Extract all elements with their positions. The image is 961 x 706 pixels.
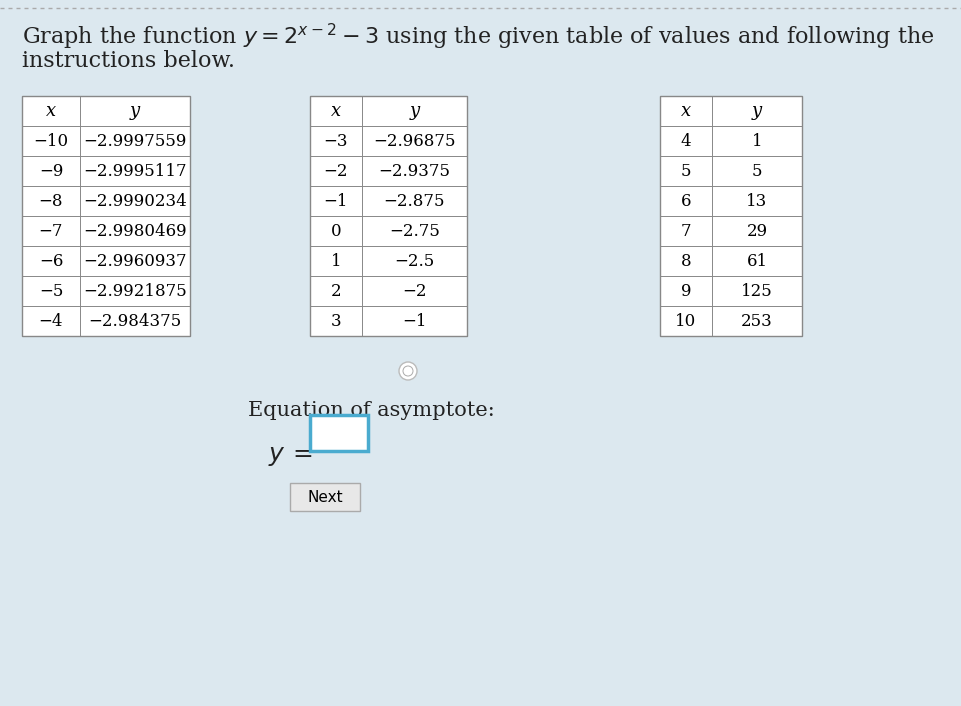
Text: 253: 253: [740, 313, 772, 330]
Text: −2.9980469: −2.9980469: [83, 222, 186, 239]
Bar: [22, 96, 190, 336]
Text: $y\,=$: $y\,=$: [268, 445, 312, 468]
Text: −2.75: −2.75: [388, 222, 439, 239]
Text: 5: 5: [680, 162, 691, 179]
Text: −3: −3: [324, 133, 348, 150]
Circle shape: [403, 366, 412, 376]
Text: −5: −5: [38, 282, 63, 299]
Text: y: y: [409, 102, 419, 120]
Text: 61: 61: [746, 253, 767, 270]
Text: 29: 29: [746, 222, 767, 239]
Text: −10: −10: [34, 133, 68, 150]
Bar: [309, 415, 368, 451]
Text: −9: −9: [38, 162, 63, 179]
Text: 1: 1: [331, 253, 341, 270]
Text: Graph the function $y = 2^{x-2} - 3$ using the given table of values and followi: Graph the function $y = 2^{x-2} - 3$ usi…: [22, 22, 933, 52]
Text: −2.875: −2.875: [383, 193, 445, 210]
Text: −2.9990234: −2.9990234: [83, 193, 186, 210]
Text: −1: −1: [324, 193, 348, 210]
Text: −6: −6: [38, 253, 63, 270]
Text: instructions below.: instructions below.: [22, 50, 234, 72]
Bar: [659, 96, 801, 336]
Text: −2: −2: [324, 162, 348, 179]
Text: −4: −4: [38, 313, 63, 330]
Text: −2.9375: −2.9375: [378, 162, 450, 179]
Text: 13: 13: [746, 193, 767, 210]
Text: −2.9960937: −2.9960937: [83, 253, 186, 270]
Bar: [309, 96, 466, 336]
Bar: [22, 96, 190, 336]
Text: 5: 5: [751, 162, 761, 179]
Text: 10: 10: [675, 313, 696, 330]
Text: 2: 2: [331, 282, 341, 299]
Text: x: x: [680, 102, 690, 120]
Text: −2.9921875: −2.9921875: [83, 282, 186, 299]
Text: −1: −1: [402, 313, 427, 330]
Text: −2.984375: −2.984375: [88, 313, 182, 330]
Text: y: y: [752, 102, 761, 120]
Text: −2.9995117: −2.9995117: [83, 162, 186, 179]
Text: −2.96875: −2.96875: [373, 133, 456, 150]
Text: x: x: [331, 102, 341, 120]
Text: Next: Next: [307, 489, 342, 505]
Text: 6: 6: [680, 193, 691, 210]
Text: −2: −2: [402, 282, 427, 299]
Bar: [289, 483, 359, 511]
Bar: [309, 96, 466, 336]
Text: 3: 3: [331, 313, 341, 330]
Text: Equation of asymptote:: Equation of asymptote:: [248, 401, 494, 420]
Text: −8: −8: [38, 193, 63, 210]
Text: −2.9997559: −2.9997559: [84, 133, 186, 150]
Text: 4: 4: [680, 133, 691, 150]
Text: −7: −7: [38, 222, 63, 239]
Text: 9: 9: [680, 282, 691, 299]
Text: 1: 1: [751, 133, 761, 150]
Text: x: x: [46, 102, 56, 120]
Text: 125: 125: [740, 282, 772, 299]
Text: 8: 8: [680, 253, 691, 270]
Text: 7: 7: [680, 222, 691, 239]
Circle shape: [399, 362, 416, 380]
Text: 0: 0: [331, 222, 341, 239]
Bar: [659, 96, 801, 336]
Text: −2.5: −2.5: [394, 253, 434, 270]
Text: y: y: [130, 102, 140, 120]
